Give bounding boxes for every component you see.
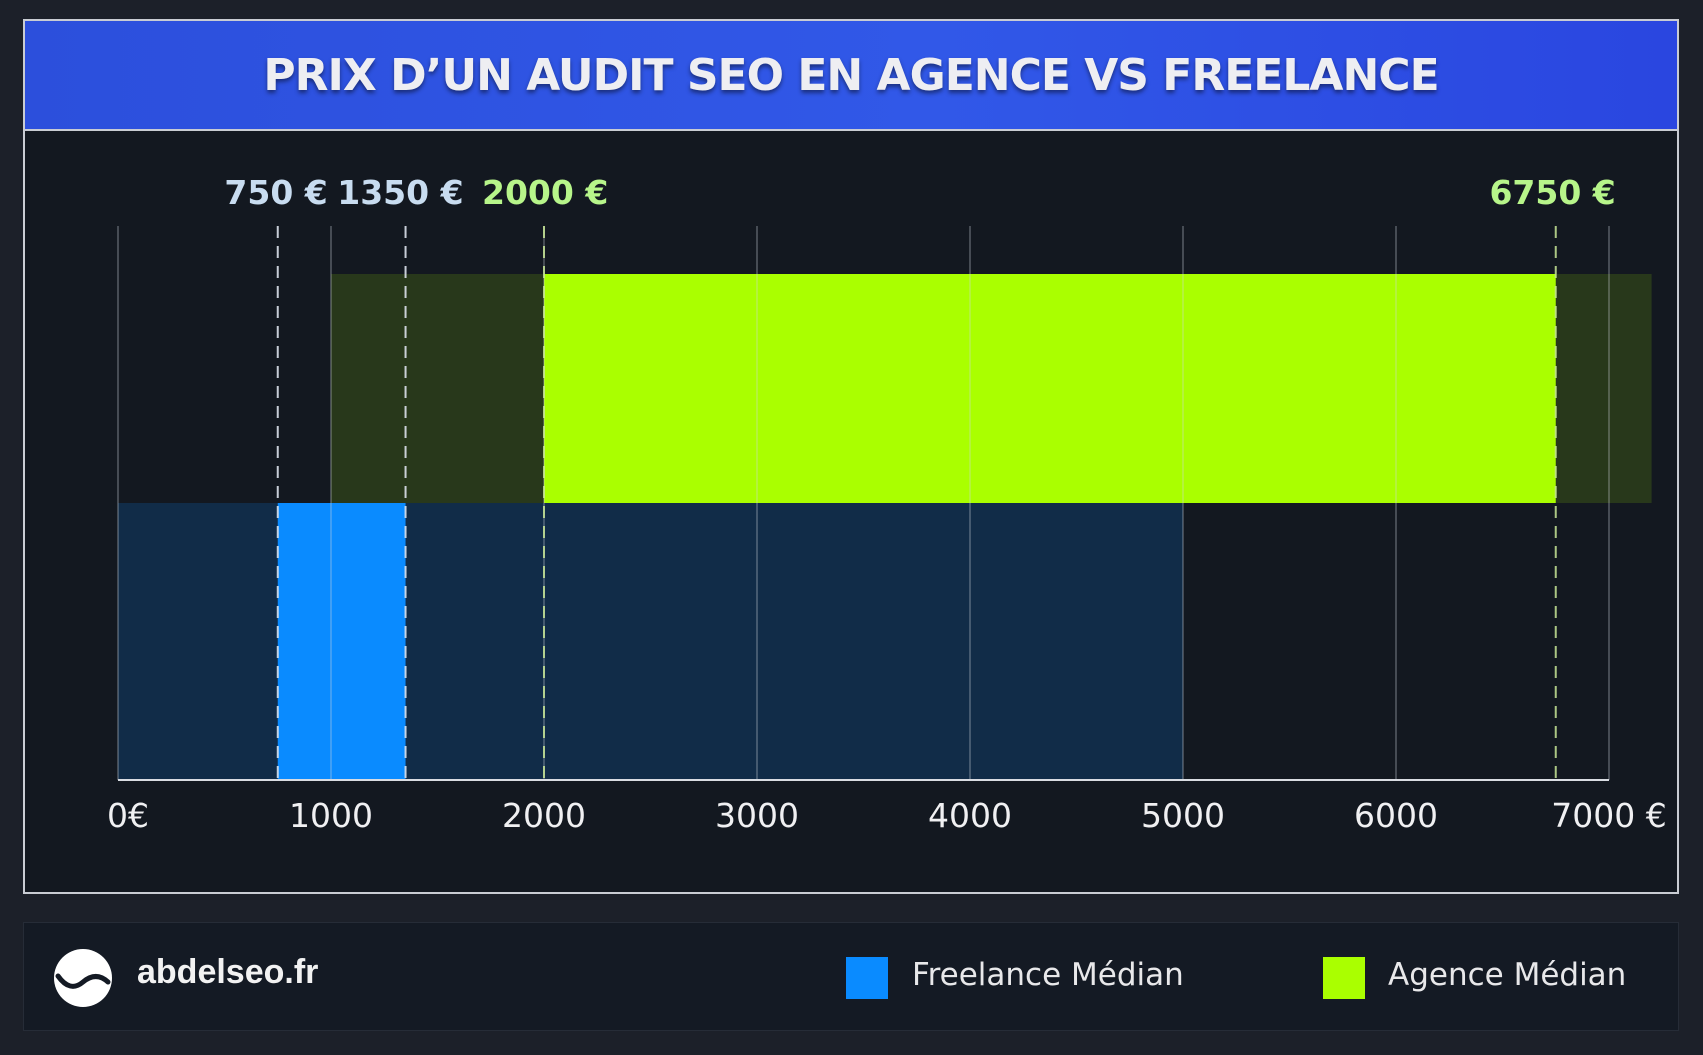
x-tick-label-2000: 2000 <box>502 796 586 835</box>
agence-high-value-label: 6750 € <box>1489 173 1615 212</box>
footer: abdelseo.fr Freelance Médian Agence Médi… <box>23 922 1679 1031</box>
chart-title: PRIX D’UN AUDIT SEO EN AGENCE VS FREELAN… <box>263 49 1439 101</box>
site-name: abdelseo.fr <box>137 953 319 991</box>
legend-label-agence: Agence Médian <box>1388 957 1627 993</box>
legend-swatch-agence <box>1323 957 1365 999</box>
x-tick-label-3000: 3000 <box>715 796 799 835</box>
title-bar: PRIX D’UN AUDIT SEO EN AGENCE VS FREELAN… <box>25 21 1677 131</box>
freelance-high-value-label: 1350 € <box>337 173 463 212</box>
freelance-low-value-label: 750 € <box>224 173 327 212</box>
freelance-median-bar <box>277 503 406 780</box>
legend-swatch-freelance <box>846 957 888 999</box>
x-tick-label-5000: 5000 <box>1141 796 1225 835</box>
x-tick-label-7000: 7000 € <box>1551 796 1666 835</box>
x-tick-label-1000: 1000 <box>289 796 373 835</box>
abdelseo-logo-icon <box>54 949 112 1007</box>
x-tick-label-6000: 6000 <box>1354 796 1438 835</box>
agence-low-value-label: 2000 € <box>482 173 608 212</box>
legend-label-freelance: Freelance Médian <box>912 957 1184 993</box>
x-tick-label-4000: 4000 <box>928 796 1012 835</box>
x-tick-label-0: 0€ <box>107 796 149 835</box>
agence-median-bar <box>544 274 1556 503</box>
